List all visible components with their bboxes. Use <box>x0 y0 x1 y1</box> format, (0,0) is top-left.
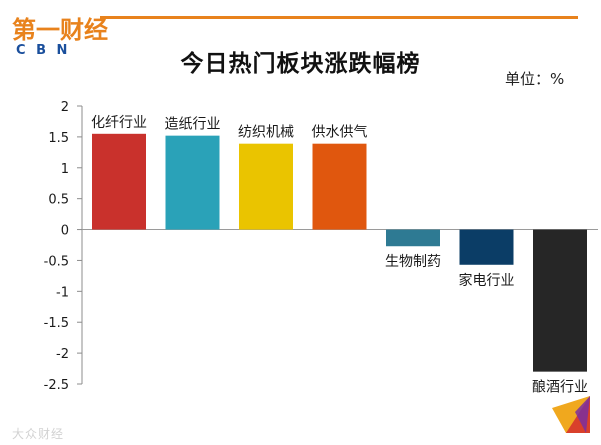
y-tick-label: 0 <box>61 224 69 239</box>
y-tick-label: -2.5 <box>44 378 69 393</box>
category-label: 生物制药 <box>385 254 441 270</box>
y-tick-label: -2 <box>56 347 69 362</box>
bar-5 <box>386 229 440 247</box>
logo-cn-text: 第一财经 <box>12 16 108 44</box>
category-label: 家电行业 <box>459 272 515 289</box>
y-tick-label: -1.5 <box>44 316 69 331</box>
logo-en-text: C B N <box>16 43 70 56</box>
category-label: 造纸行业 <box>165 117 221 133</box>
bar-2 <box>165 135 220 230</box>
bar-3 <box>239 143 293 230</box>
y-tick-label: 1.5 <box>48 131 69 146</box>
bar-1 <box>92 133 146 230</box>
category-label: 化纤行业 <box>91 115 147 131</box>
bar-4 <box>312 143 367 230</box>
category-label: 纺织机械 <box>238 125 294 141</box>
unit-label: 单位：% <box>505 70 565 88</box>
y-tick-label: 2 <box>61 100 69 115</box>
bar-6 <box>459 229 514 265</box>
y-tick-label: -1 <box>56 285 69 300</box>
watermark-text: 大众财经 <box>12 427 65 441</box>
category-label: 供水供气 <box>312 125 368 141</box>
bar-7 <box>533 229 587 372</box>
y-tick-label: 1 <box>61 162 69 177</box>
y-tick-label: 0.5 <box>48 193 69 208</box>
cbn-logo: 第一财经 C B N <box>12 16 108 56</box>
chart-title: 今日热门板块涨跌幅榜 <box>180 51 421 77</box>
category-label: 酿酒行业 <box>532 380 588 396</box>
y-tick-label: -0.5 <box>44 254 69 269</box>
header-rule <box>100 16 578 19</box>
